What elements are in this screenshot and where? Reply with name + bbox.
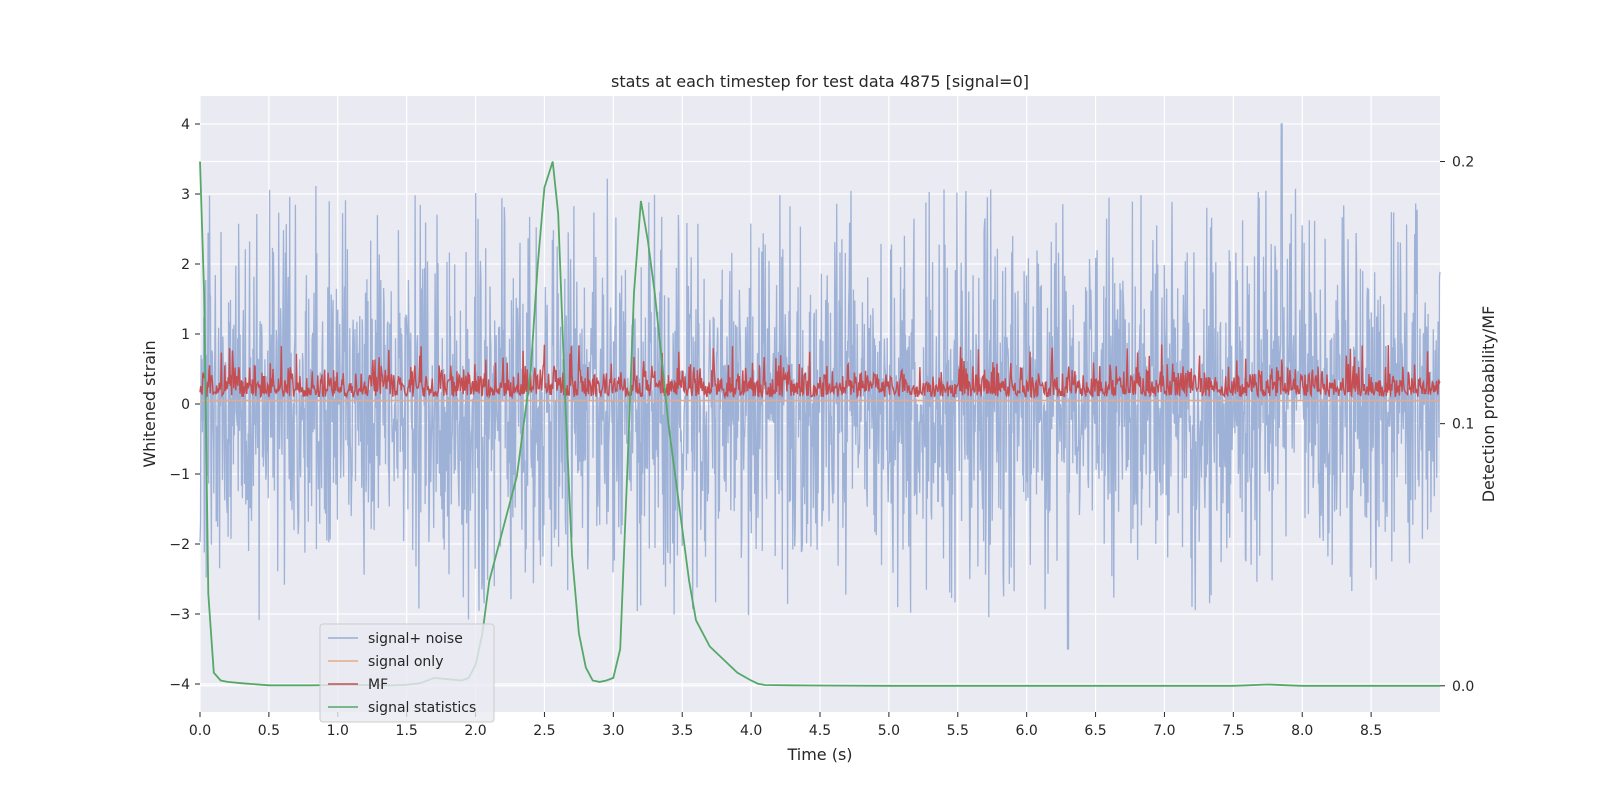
y-tick-label: −1 [169,467,190,483]
x-tick-label: 4.0 [740,723,762,739]
x-tick-label: 2.5 [533,723,555,739]
y-tick-label: 4 [181,117,190,133]
legend-label-signal-only: signal only [368,654,443,670]
legend-label-mf: MF [368,677,388,693]
x-tick-label: 5.5 [947,723,969,739]
y2-axis-label: Detection probability/MF [1479,306,1498,503]
x-tick-label: 8.0 [1291,723,1313,739]
legend-label-signal-statistics: signal statistics [368,700,476,716]
x-tick-label: 2.0 [464,723,486,739]
chart-title: stats at each timestep for test data 487… [611,72,1029,91]
x-tick-label: 8.5 [1360,723,1382,739]
x-tick-label: 3.0 [602,723,624,739]
y-tick-label: −4 [169,677,190,693]
x-tick-label: 1.0 [327,723,349,739]
y-tick-label: 1 [181,327,190,343]
mf-line [199,344,1441,400]
y2-axis-ticks: 0.2 0.1 0.0 [1440,155,1474,695]
y-tick-label: −2 [169,537,190,553]
x-tick-label: 7.5 [1222,723,1244,739]
y2-tick-label: 0.2 [1452,155,1474,171]
x-axis-ticks: 0.0 0.5 1.0 1.5 2.0 2.5 3.0 3.5 4.0 4.5 5.0 5.5 6.0 6… [189,712,1382,739]
x-tick-label: 3.5 [671,723,693,739]
y2-tick-label: 0.0 [1452,679,1474,695]
y-tick-label: 3 [181,187,190,203]
x-axis-label: Time (s) [786,745,852,764]
y-tick-label: 2 [181,257,190,273]
x-tick-label: 1.5 [396,723,418,739]
x-tick-label: 6.5 [1084,723,1106,739]
legend-box [319,623,495,723]
signal-plus-noise-line [199,123,1441,650]
x-tick-label: 0.0 [189,723,211,739]
legend-label-signal-plus-noise: signal+ noise [368,631,463,647]
x-tick-label: 5.0 [878,723,900,739]
x-tick-label: 0.5 [258,723,280,739]
y-tick-label: −3 [169,607,190,623]
series-mf [199,344,1441,400]
y-tick-label: 0 [181,397,190,413]
series-signal-plus-noise [199,123,1441,650]
x-tick-label: 4.5 [809,723,831,739]
y-axis-ticks: 4 3 2 1 0 −1 −2 −3 −4 [169,117,200,693]
y-axis-label: Whitened strain [140,340,159,467]
x-tick-label: 7.0 [1153,723,1175,739]
x-tick-label: 6.0 [1016,723,1038,739]
legend: signal+ noise signal only MF signal stat… [319,623,495,723]
y2-tick-label: 0.1 [1452,417,1474,433]
